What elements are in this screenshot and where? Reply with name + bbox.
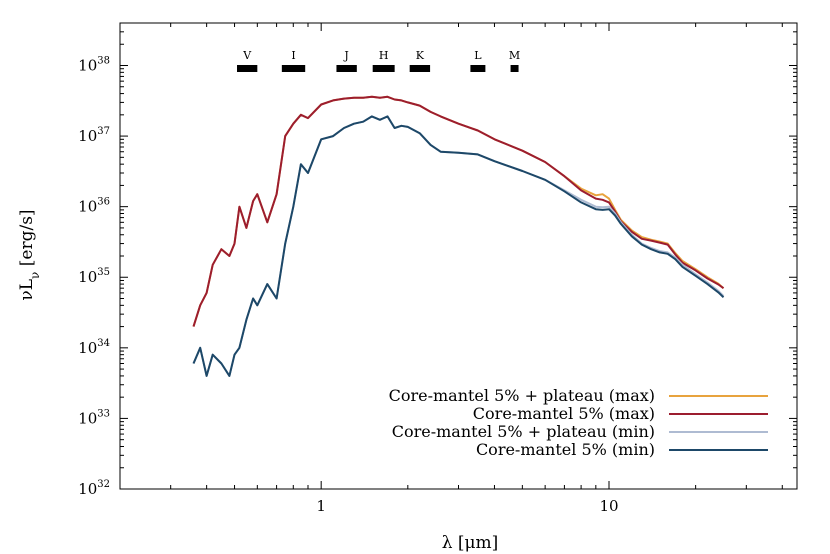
legend-label-2: Core-mantel 5% (max): [473, 404, 655, 423]
band-label-J: J: [343, 49, 348, 62]
y-axis-label-main: νL: [17, 279, 37, 301]
series-line-4: [192, 115, 725, 377]
legend-label-4: Core-mantel 5% (min): [476, 440, 655, 459]
band-label-I: I: [291, 49, 295, 62]
band-label-H: H: [379, 49, 389, 62]
band-bar-J: [336, 65, 357, 72]
y-axis-label-sub: ν: [28, 272, 42, 279]
band-bar-M: [510, 65, 519, 72]
y-axis-label-unit: [erg/s]: [17, 209, 37, 271]
y-tick-label: 1033: [78, 408, 110, 427]
band-label-L: L: [474, 49, 482, 62]
legend-label-3: Core-mantel 5% + plateau (min): [392, 422, 655, 441]
series-line-2: [192, 95, 725, 327]
band-bar-H: [372, 65, 395, 72]
x-tick-label: 1: [316, 497, 326, 515]
band-label-M: M: [509, 49, 520, 62]
y-tick-label: 1035: [78, 267, 110, 286]
band-bar-V: [237, 65, 258, 72]
y-tick-label: 1032: [78, 479, 110, 498]
series-layer: [192, 95, 725, 377]
legend-label-1: Core-mantel 5% + plateau (max): [389, 386, 655, 405]
plot-frame: [119, 22, 798, 490]
band-bar-K: [409, 65, 431, 72]
band-bar-L: [470, 65, 486, 72]
y-tick-label: 1037: [78, 126, 110, 145]
y-axis-label: νLν [erg/s]: [17, 209, 42, 300]
band-label-K: K: [416, 49, 425, 62]
band-label-V: V: [242, 49, 252, 62]
x-tick-label: 10: [599, 497, 618, 515]
x-axis-label: λ [μm]: [442, 533, 499, 553]
y-tick-label: 1038: [78, 55, 110, 74]
y-tick-label: 1036: [78, 197, 110, 216]
band-bar-I: [281, 65, 306, 72]
legend: Core-mantel 5% + plateau (max)Core-mante…: [389, 386, 768, 459]
y-tick-label: 1034: [78, 338, 110, 357]
ticks-layer: 1032 1033 1034 1035 1036 1037 1038 1 10: [78, 22, 797, 515]
